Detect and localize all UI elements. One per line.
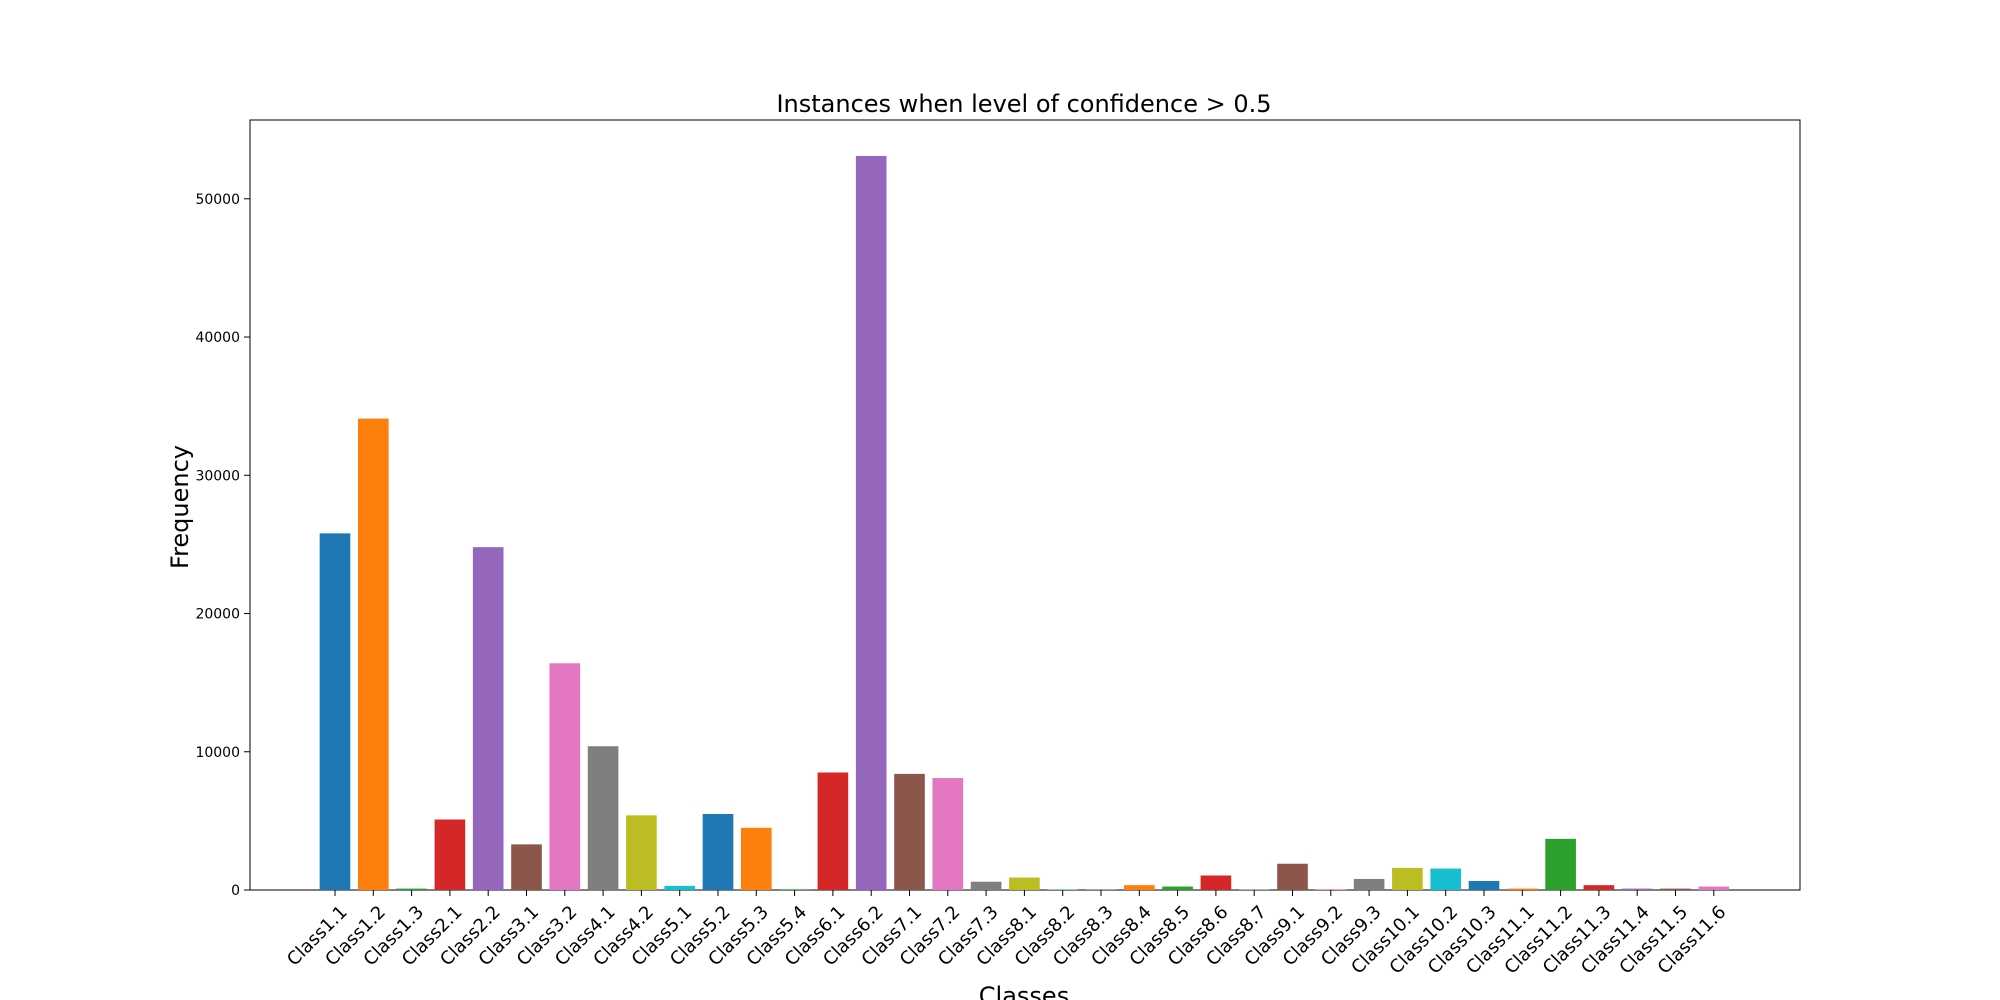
- bar-class1-1: [319, 533, 351, 890]
- bar-class6-2: [855, 155, 887, 890]
- bar-class1-3: [396, 888, 427, 890]
- bar-class9-1: [1277, 863, 1308, 890]
- bar-class2-2: [472, 547, 504, 890]
- bar-class8-4: [1123, 885, 1155, 890]
- bar-class11-2: [1545, 838, 1576, 890]
- bar-class9-3: [1353, 878, 1385, 890]
- bar-class11-3: [1583, 885, 1615, 890]
- y-tick-label: 30000: [195, 468, 240, 484]
- bar-class6-1: [817, 772, 849, 890]
- bar-class2-1: [434, 819, 466, 890]
- bar-class5-1: [664, 885, 696, 890]
- bar-class7-3: [970, 881, 1002, 890]
- bar-class11-6: [1698, 886, 1730, 890]
- bar-class10-2: [1430, 868, 1462, 890]
- y-axis: 0 10000 20000 30000 40000 50000: [195, 192, 250, 899]
- bar-class11-1: [1506, 888, 1538, 890]
- y-tick-label: 10000: [195, 745, 240, 761]
- bar-class8-6: [1200, 875, 1232, 890]
- bar-class8-1: [1009, 877, 1040, 890]
- y-tick-label: 50000: [195, 192, 240, 208]
- x-axis-label: Classes: [979, 982, 1069, 1000]
- bars-group: [319, 155, 1730, 890]
- bar-class4-2: [626, 815, 657, 890]
- bar-class1-2: [357, 418, 389, 890]
- y-tick-label: 40000: [195, 330, 240, 346]
- bar-class3-1: [511, 844, 542, 890]
- bar-class9-2: [1315, 889, 1347, 890]
- bar-class10-1: [1392, 867, 1423, 890]
- bar-class8-5: [1162, 886, 1193, 890]
- bar-class5-3: [740, 827, 772, 890]
- bar-class10-3: [1468, 881, 1500, 890]
- bar-class5-2: [702, 813, 734, 890]
- y-tick-label: 20000: [195, 607, 240, 623]
- bar-class5-4: [779, 889, 810, 890]
- bar-class11-5: [1660, 888, 1691, 890]
- bar-class4-1: [587, 746, 619, 890]
- bar-class11-4: [1621, 888, 1653, 890]
- x-axis: Class1.1Class1.2Class1.3Class2.1Class2.2…: [283, 890, 1730, 978]
- y-tick-label: 0: [231, 883, 240, 899]
- bar-class7-2: [932, 778, 964, 890]
- chart-title: Instances when level of confidence > 0.5: [776, 90, 1271, 118]
- y-axis-label: Frequency: [166, 445, 194, 569]
- bar-class3-2: [549, 663, 581, 890]
- bar-class7-1: [894, 773, 925, 890]
